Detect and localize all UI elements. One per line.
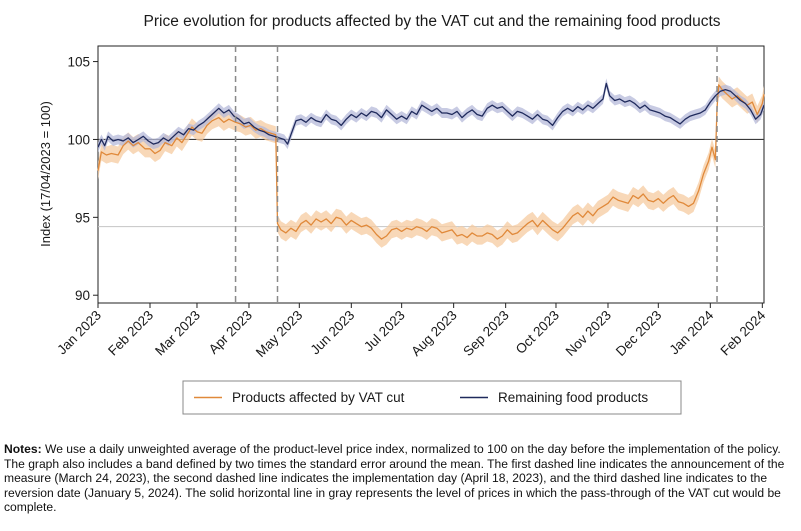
legend: Products affected by VAT cut Remaining f… [182, 380, 682, 415]
x-tick-label-13: Feb 2024 [717, 307, 768, 358]
band-vat-cut [98, 76, 764, 248]
notes-text: We use a daily unweighted average of the… [4, 442, 785, 515]
x-tick-label-12: Jan 2024 [667, 307, 717, 357]
x-tick-label-6: Jul 2023 [361, 308, 408, 355]
series-line-remaining [97, 82, 765, 148]
x-tick-label-2: Mar 2023 [152, 308, 203, 359]
band-remaining [98, 78, 764, 153]
x-tick-label-5: Jun 2023 [308, 308, 358, 358]
x-tick-label-8: Sep 2023 [460, 308, 511, 359]
y-tick-label-105: 105 [67, 55, 90, 70]
x-tick-label-1: Feb 2023 [105, 308, 156, 359]
series-line-vat-cut [97, 84, 765, 240]
plot-frame [97, 45, 765, 304]
x-tick-label-4: May 2023 [253, 308, 306, 361]
notes-paragraph: Notes: We use a daily unweighted average… [4, 442, 798, 515]
y-axis-label: Index (17/04/2023 = 100) [38, 101, 53, 247]
y-tick-label-95: 95 [75, 210, 90, 225]
legend-label-vat-cut: Products affected by VAT cut [232, 390, 405, 405]
y-tick-label-100: 100 [67, 132, 90, 147]
x-tick-label-10: Nov 2023 [563, 308, 614, 359]
x-tick-label-9: Oct 2023 [513, 308, 562, 357]
chart: Price evolution for products affected by… [38, 13, 769, 415]
chart-title: Price evolution for products affected by… [144, 13, 721, 30]
x-tick-label-7: Aug 2023 [408, 308, 459, 359]
x-tick-label-0: Jan 2023 [54, 308, 104, 358]
legend-box [182, 380, 682, 415]
x-tick-label-11: Dec 2023 [613, 308, 664, 359]
legend-label-remaining: Remaining food products [498, 390, 648, 405]
notes-label: Notes: [4, 442, 42, 456]
x-tick-label-3: Apr 2023 [206, 308, 255, 357]
y-tick-label-90: 90 [75, 288, 90, 303]
